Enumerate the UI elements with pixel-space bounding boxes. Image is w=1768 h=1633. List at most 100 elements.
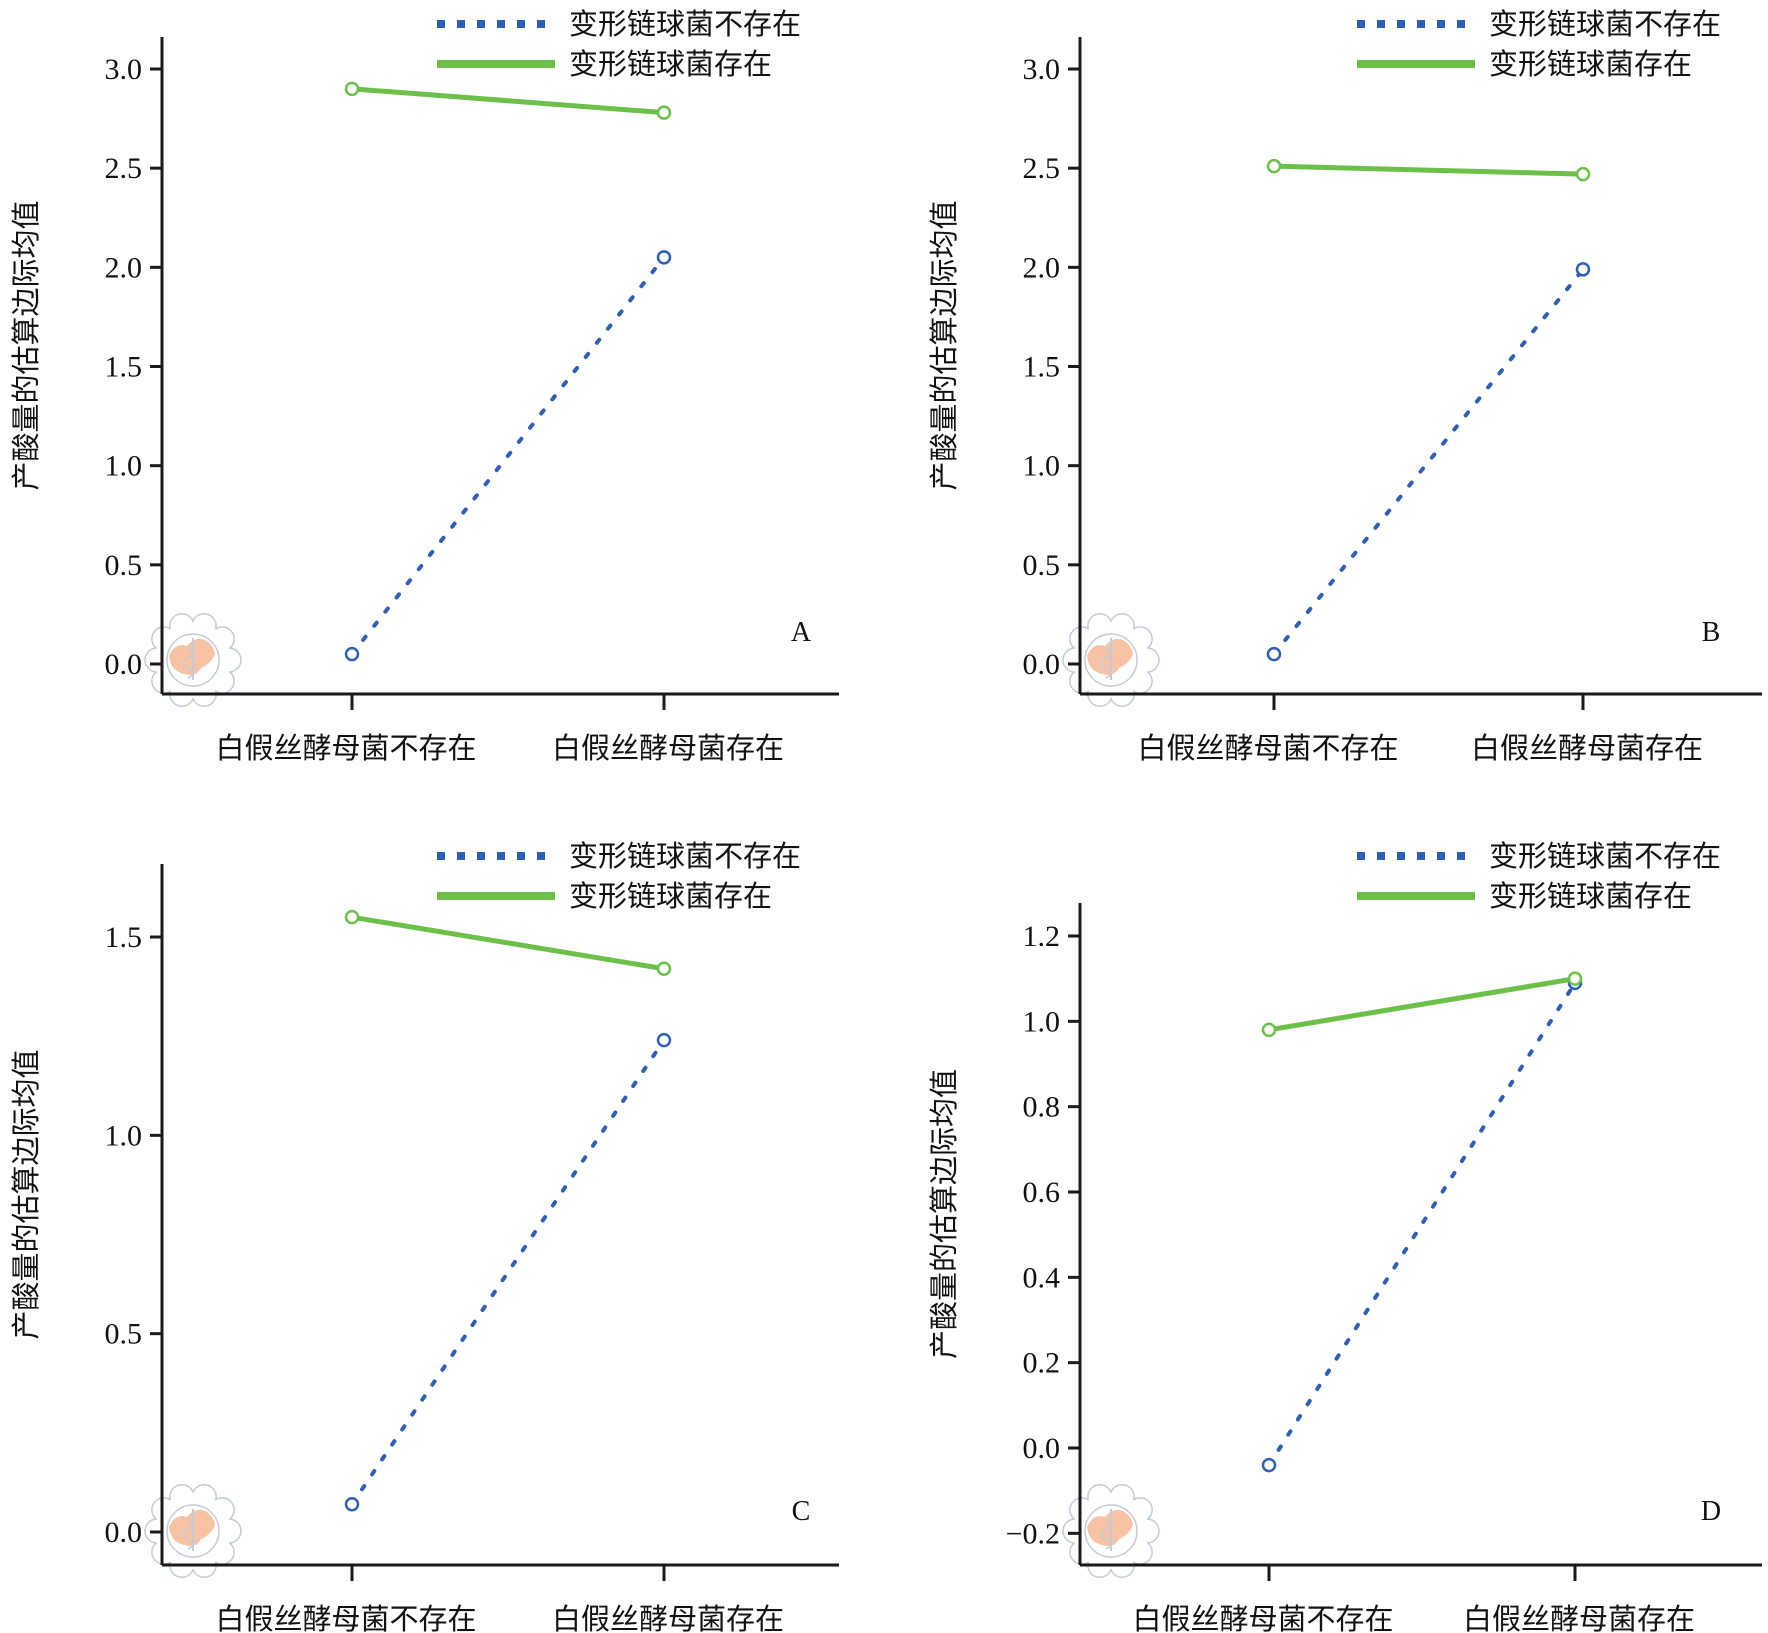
y-tick-label: 3.0 xyxy=(105,53,143,86)
x-category-label: 白假丝酵母菌存在 xyxy=(1471,731,1703,765)
seal-serpent-icon xyxy=(1100,647,1112,679)
data-point xyxy=(1567,971,1583,986)
association-seal-watermark xyxy=(144,1484,242,1578)
legend-label: 变形链球菌存在 xyxy=(569,879,772,913)
legend-swatch-dot xyxy=(1377,852,1385,860)
legend-swatch-dot xyxy=(517,20,525,28)
y-tick-label: 0.5 xyxy=(105,1318,143,1351)
series-line-absent xyxy=(1272,267,1585,657)
panel-letter: A xyxy=(791,617,812,648)
panel-a: 0.0 0.5 1.0 1.5 2.0 2.5 3.0 产酸量的估算边际均值白假丝酵母菌不存在… xyxy=(9,7,839,765)
data-point xyxy=(344,909,360,925)
seal-ring xyxy=(1084,1504,1138,1558)
legend-swatch-dot xyxy=(1437,20,1445,28)
legend-label: 变形链球菌不存在 xyxy=(569,839,801,873)
legend-swatch-dot xyxy=(1397,20,1405,28)
y-axis-title: 产酸量的估算边际均值 xyxy=(927,1069,961,1359)
legend-swatch-dot xyxy=(497,852,505,860)
data-point xyxy=(656,105,672,120)
y-tick-label: 1.5 xyxy=(105,921,143,954)
legend-swatch-dot xyxy=(1457,852,1465,860)
seal-serpent-icon xyxy=(182,647,194,679)
legend-swatch-dot xyxy=(477,20,485,28)
series-line-present xyxy=(1268,976,1576,1033)
data-point xyxy=(656,1032,672,1048)
legend-swatch-dot xyxy=(437,852,445,860)
legend-swatch-dot xyxy=(457,852,465,860)
x-category-label: 白假丝酵母菌不存在 xyxy=(1137,731,1398,765)
y-tick-label: 1.0 xyxy=(105,450,143,483)
y-tick-label: 0.0 xyxy=(1023,648,1061,681)
legend-swatch-dot xyxy=(477,852,485,860)
series-line-present xyxy=(1273,163,1584,177)
legend-swatch-dot xyxy=(537,20,545,28)
y-tick-label: 0.6 xyxy=(1023,1176,1061,1209)
y-tick-label: 0.8 xyxy=(1023,1091,1061,1124)
data-point xyxy=(1266,646,1282,662)
y-tick-label: 1.0 xyxy=(105,1119,143,1152)
x-category-label: 白假丝酵母菌不存在 xyxy=(215,1602,476,1633)
y-tick-label: 2.5 xyxy=(105,152,143,185)
y-tick-label: 1.5 xyxy=(105,351,143,384)
panel-letter: B xyxy=(1702,617,1721,648)
legend-swatch-dot xyxy=(1437,852,1445,860)
x-category-label: 白假丝酵母菌存在 xyxy=(552,731,784,765)
legend-swatch-dot xyxy=(537,852,545,860)
legend-swatch-dot xyxy=(497,20,505,28)
x-category-label: 白假丝酵母菌存在 xyxy=(552,1602,784,1633)
y-tick-label: 0.5 xyxy=(1023,549,1061,582)
panel-b: 0.0 0.5 1.0 1.5 2.0 2.5 3.0 产酸量的估算边际均值白假丝酵母菌不存在… xyxy=(927,7,1762,765)
y-tick-label: 3.0 xyxy=(1023,53,1061,86)
association-seal-watermark xyxy=(1062,613,1160,707)
legend-swatch-dot xyxy=(1397,852,1405,860)
data-point xyxy=(1575,262,1591,277)
data-point xyxy=(1261,1457,1277,1473)
panel-letter: C xyxy=(792,1496,811,1527)
legend-label: 变形链球菌不存在 xyxy=(569,7,801,41)
legend-label: 变形链球菌存在 xyxy=(1489,879,1692,913)
data-point xyxy=(656,961,672,976)
y-tick-label: 0.4 xyxy=(1023,1261,1061,1294)
legend-swatch-dot xyxy=(1357,852,1365,860)
y-tick-label: 0.2 xyxy=(1023,1347,1061,1380)
data-point xyxy=(344,1496,360,1512)
series-line-present xyxy=(351,914,665,972)
y-tick-label: 0.5 xyxy=(105,549,143,582)
association-seal-watermark xyxy=(1062,1484,1160,1578)
legend-label: 变形链球菌不存在 xyxy=(1489,839,1721,873)
legend-swatch-line xyxy=(1357,60,1475,68)
legend-swatch-line xyxy=(437,892,555,900)
legend-swatch-line xyxy=(1357,892,1475,900)
data-point xyxy=(656,250,672,265)
y-tick-label: 1.0 xyxy=(1023,1005,1061,1038)
data-point xyxy=(344,81,360,97)
legend-swatch-dot xyxy=(517,852,525,860)
legend-swatch-dot xyxy=(1457,20,1465,28)
y-tick-label: 0.0 xyxy=(105,648,143,681)
panel-letter: D xyxy=(1701,1496,1721,1527)
series-line-absent xyxy=(350,1038,666,1507)
data-point xyxy=(344,646,360,662)
legend-swatch-dot xyxy=(1377,20,1385,28)
y-tick-label: 1.5 xyxy=(1023,351,1061,384)
x-category-label: 白假丝酵母菌存在 xyxy=(1463,1602,1695,1633)
y-tick-label: 0.0 xyxy=(1023,1432,1061,1465)
seal-ring xyxy=(1084,633,1138,687)
legend-label: 变形链球菌存在 xyxy=(1489,47,1692,81)
seal-serpent-icon xyxy=(1100,1518,1112,1550)
legend-swatch-dot xyxy=(457,20,465,28)
y-tick-label: 2.5 xyxy=(1023,152,1061,185)
y-tick-label: 2.0 xyxy=(105,251,143,284)
y-tick-label: 2.0 xyxy=(1023,251,1061,284)
panel-d: −0.2 0.0 0.2 0.4 0.6 0.8 1.0 1.2 产酸量的估算边际均值白假丝酵母… xyxy=(927,839,1762,1633)
y-tick-label: 1.2 xyxy=(1023,920,1061,953)
data-point xyxy=(1266,158,1282,174)
data-point xyxy=(1575,166,1591,182)
legend-label: 变形链球菌不存在 xyxy=(1489,7,1721,41)
series-line-present xyxy=(351,86,665,116)
x-category-label: 白假丝酵母菌不存在 xyxy=(1132,1602,1393,1633)
data-point xyxy=(1261,1022,1277,1038)
series-line-absent xyxy=(1267,980,1577,1468)
y-axis-title: 产酸量的估算边际均值 xyxy=(927,200,961,490)
